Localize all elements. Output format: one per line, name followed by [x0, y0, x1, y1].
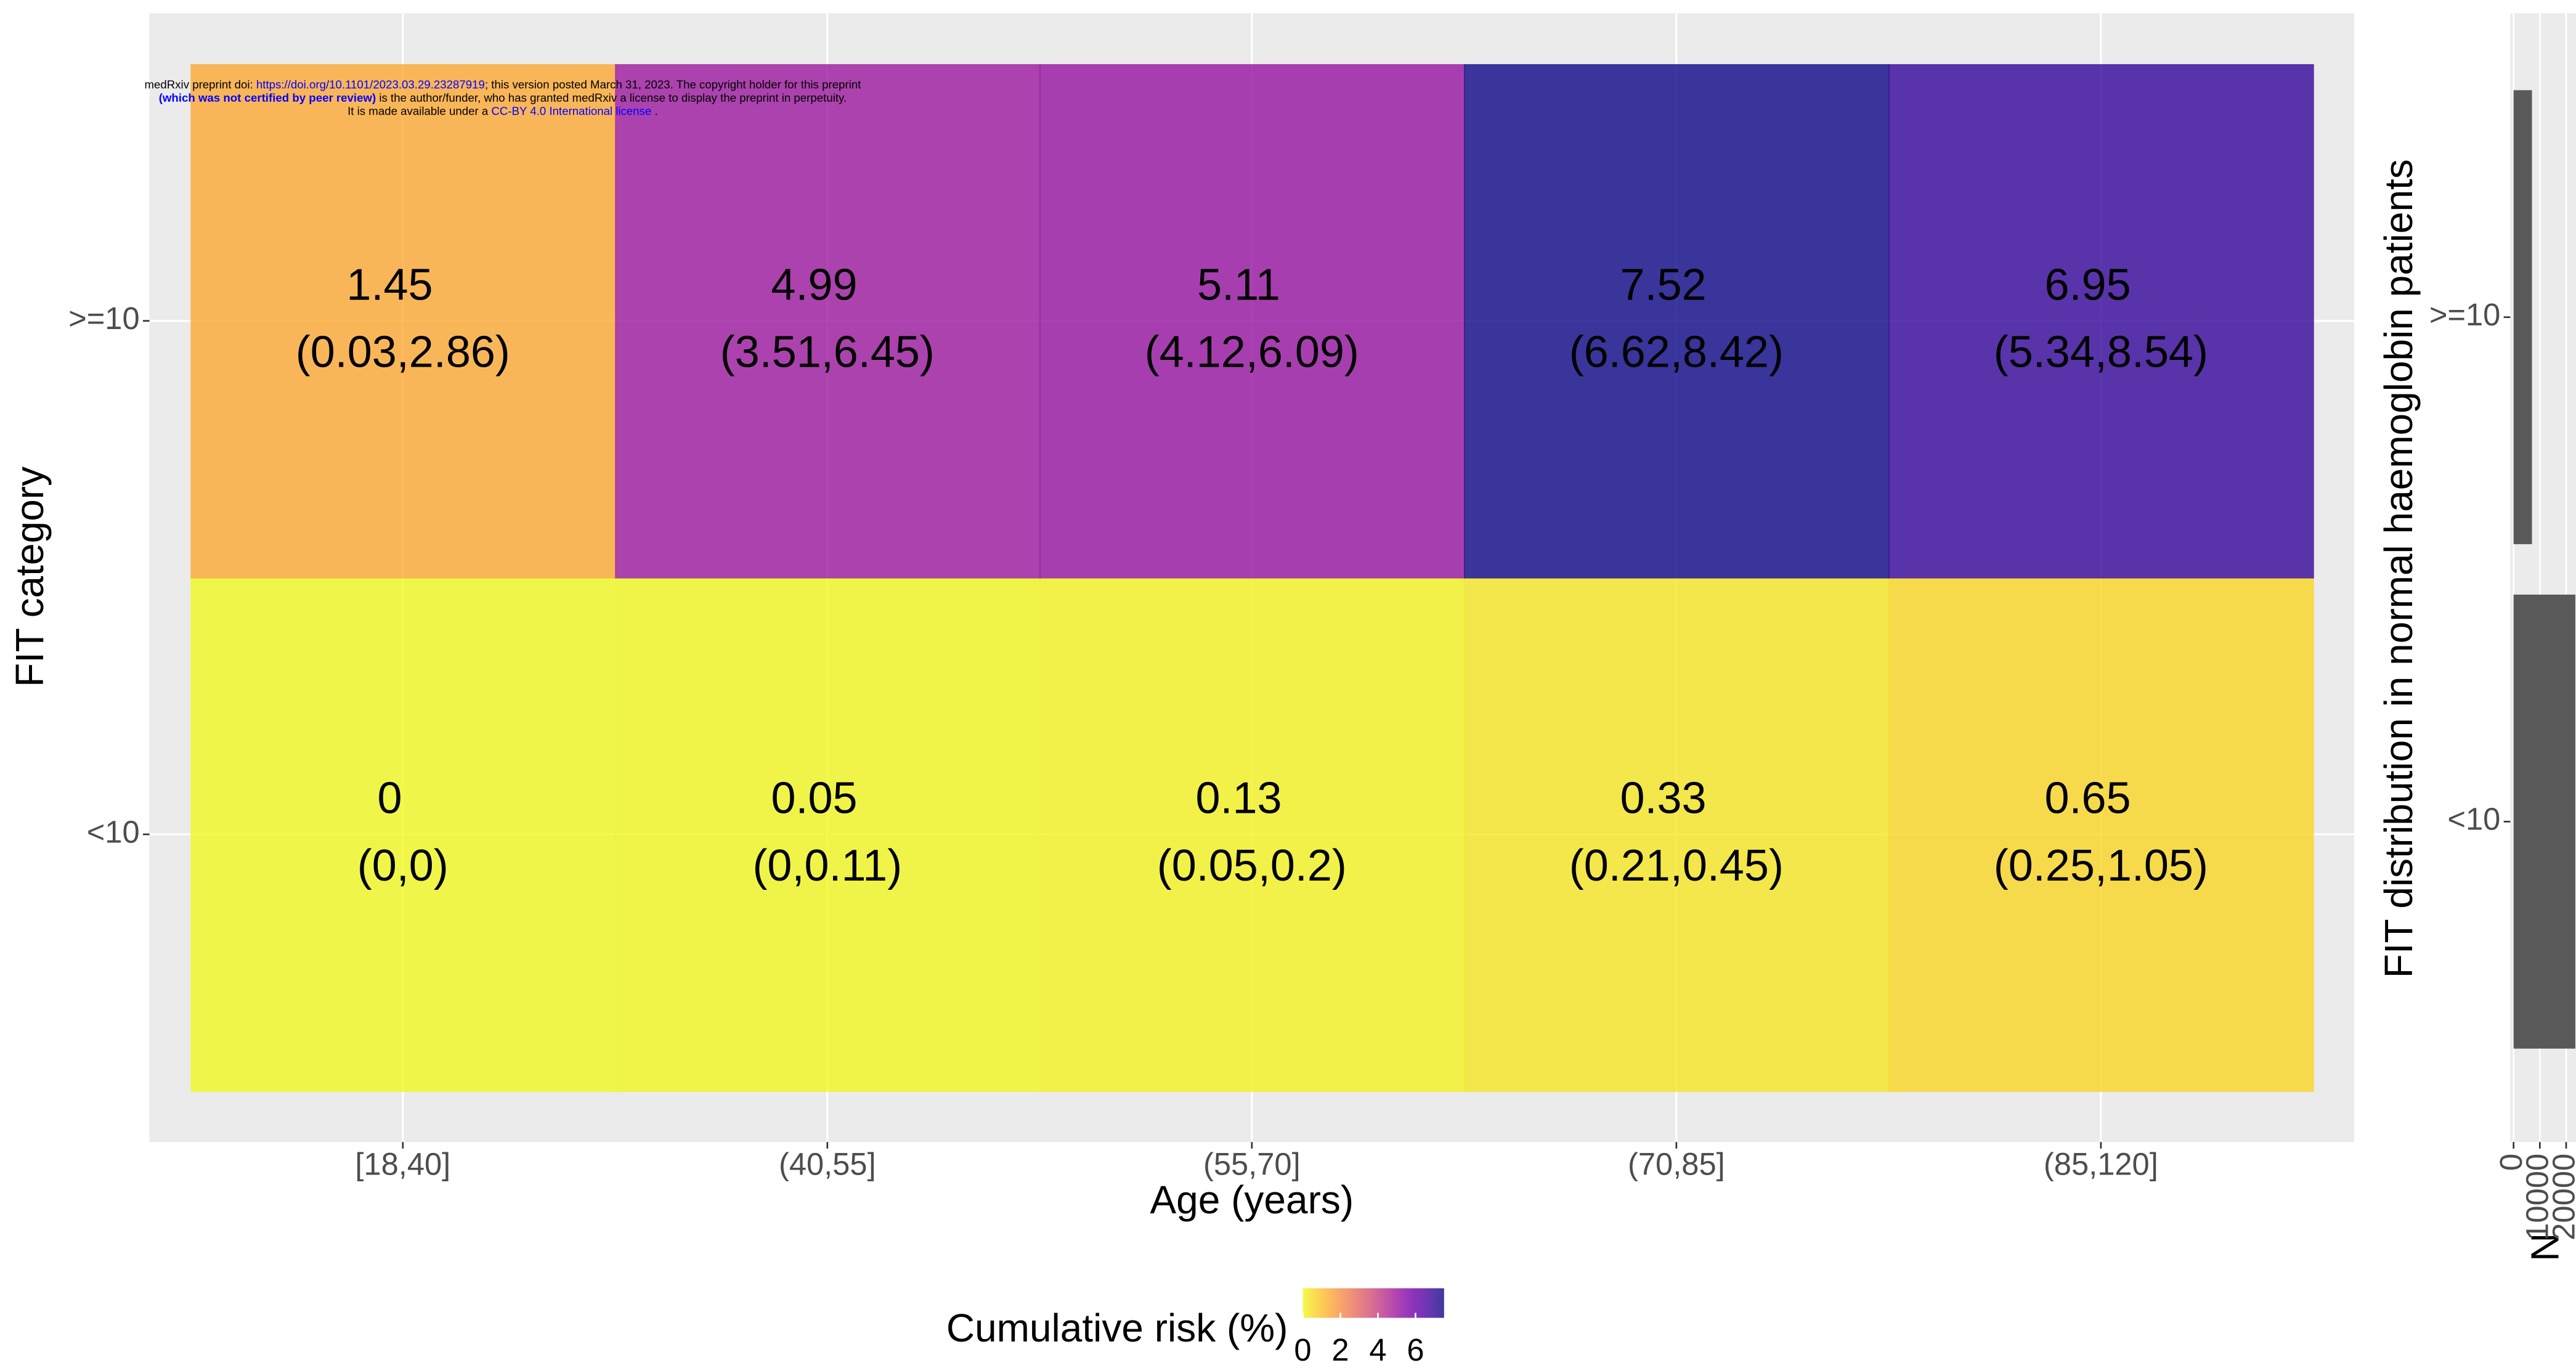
y-tick-label: >=10	[68, 301, 140, 336]
y-tick-label: >=10	[2429, 297, 2501, 332]
side-title: FIT distribution in normal haemoglobin p…	[2376, 159, 2421, 978]
y-tick-label: <10	[87, 814, 140, 849]
cell-ci: (0.25,1.05)	[1994, 841, 2208, 890]
heat-cell	[1039, 64, 1465, 579]
heat-cell	[190, 577, 616, 1092]
heat-cell	[190, 64, 616, 579]
heat-cell	[1039, 577, 1465, 1092]
x-tick-label: 0	[2493, 1154, 2529, 1171]
x-axis-title: Age (years)	[1150, 1178, 1354, 1222]
x-tick-label: (40,55]	[779, 1147, 876, 1182]
cell-ci: (0.03,2.86)	[296, 328, 510, 377]
colorbar-tick-label: 6	[1407, 1332, 1424, 1367]
cell-value: 0	[377, 774, 402, 823]
colorbar-tick-label: 2	[1331, 1332, 1349, 1367]
cell-ci: (4.12,6.09)	[1145, 328, 1359, 377]
x-tick-label: (85,120]	[2044, 1147, 2158, 1182]
cell-ci: (6.62,8.42)	[1569, 328, 1784, 377]
cell-ci: (3.51,6.45)	[720, 328, 935, 377]
watermark-segment: medRxiv preprint doi:	[144, 78, 256, 91]
cell-value: 1.45	[346, 260, 433, 309]
watermark-line: It is made available under a CC-BY 4.0 I…	[347, 104, 658, 117]
heat-cell	[1464, 577, 1890, 1092]
x-tick-label: 20000	[2546, 1154, 2576, 1240]
colorbar-tick-label: 0	[1294, 1332, 1311, 1367]
cell-value: 0.65	[2044, 774, 2131, 823]
cell-ci: (0,0.11)	[752, 841, 902, 890]
watermark-segment: It is made available under a	[347, 104, 491, 117]
cell-value: 7.52	[1620, 260, 1706, 309]
side-x-title: N	[2523, 1233, 2567, 1261]
watermark-line: medRxiv preprint doi: https://doi.org/10…	[144, 78, 861, 91]
cell-value: 0.05	[771, 774, 857, 823]
watermark-line: (which was not certified by peer review)…	[159, 91, 847, 104]
heat-cell	[1888, 577, 2314, 1092]
heat-cell	[1888, 64, 2314, 579]
watermark-segment: ; this version posted March 31, 2023. Th…	[485, 78, 861, 91]
cell-value: 4.99	[771, 260, 857, 309]
watermark-segment: CC-BY 4.0 International license	[491, 104, 651, 117]
cell-ci: (0.05,0.2)	[1157, 841, 1347, 890]
cell-ci: (0,0)	[357, 841, 449, 890]
colorbar	[1302, 1288, 1444, 1318]
watermark-segment: https://doi.org/10.1101/2023.03.29.23287…	[256, 78, 485, 91]
x-tick-label: (55,70]	[1203, 1147, 1301, 1182]
watermark-segment: (which was not certified by peer review)	[159, 91, 376, 104]
colorbar-title: Cumulative risk (%)	[946, 1306, 1288, 1350]
heat-cell	[615, 64, 1041, 579]
cell-ci: (5.34,8.54)	[1994, 328, 2208, 377]
bar	[2513, 594, 2575, 1049]
y-axis-title: FIT category	[7, 466, 52, 687]
cell-value: 0.13	[1195, 774, 1282, 823]
watermark-segment: is the author/funder, who has granted me…	[376, 91, 847, 104]
colorbar-tick-label: 4	[1369, 1332, 1386, 1367]
heat-cell	[615, 577, 1041, 1092]
cell-value: 5.11	[1197, 260, 1280, 309]
watermark-segment: .	[651, 104, 657, 117]
bar	[2513, 90, 2532, 545]
x-tick-label: 10000	[2520, 1154, 2555, 1240]
heat-cell	[1464, 64, 1890, 579]
x-tick-label: [18,40]	[355, 1147, 450, 1182]
y-tick-label: <10	[2447, 802, 2500, 837]
cell-ci: (0.21,0.45)	[1569, 841, 1784, 890]
cell-value: 0.33	[1620, 774, 1706, 823]
x-tick-label: (70,85]	[1628, 1147, 1725, 1182]
cell-value: 6.95	[2044, 260, 2131, 309]
